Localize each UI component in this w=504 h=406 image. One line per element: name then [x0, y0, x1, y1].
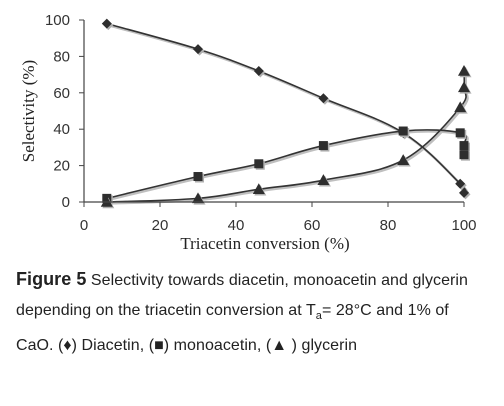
- diacetin-line-shadow: [107, 23, 469, 196]
- axis-ticks: 0 20 40 60 80 100 0 20 40 60 80 100: [45, 12, 477, 234]
- glycerin-data-point: [317, 174, 330, 185]
- x-tick-label: 0: [80, 217, 88, 234]
- glycerin-data-point: [397, 154, 410, 165]
- y-tick-label: 80: [53, 48, 70, 65]
- diacetin-data-point: [253, 65, 264, 76]
- y-tick-label: 20: [53, 158, 70, 175]
- glycerin-data-point: [252, 183, 265, 195]
- diacetin-data-point: [193, 44, 203, 55]
- series-markers: [100, 18, 472, 209]
- y-tick-label: 0: [62, 194, 70, 211]
- diacetin-data-point: [101, 18, 112, 29]
- x-tick-label: 80: [380, 217, 397, 234]
- figure-caption: Figure 5 Selectivity towards diacetin, m…: [16, 264, 490, 361]
- x-tick-label: 20: [152, 217, 169, 234]
- figure-label: Figure 5: [16, 269, 87, 289]
- glycerin-data-point: [458, 64, 470, 76]
- caption-text-part-2: = 28°C and 1% of CaO. (♦) Diacetin, (■) …: [16, 302, 449, 354]
- monoacetin-data-point: [455, 128, 465, 138]
- selectivity-chart: 0 20 40 60 80 100 0 20 40 60 80 100 Triacetin conve…: [19, 12, 477, 253]
- glycerin-data-point: [192, 192, 204, 204]
- x-tick-label: 40: [228, 217, 245, 234]
- caption-text-part-1: Selectivity towards diacetin, monoacetin…: [16, 272, 468, 319]
- monoacetin-data-point: [254, 159, 264, 169]
- diacetin-series-line: [106, 22, 467, 194]
- glycerin-data-point: [454, 101, 467, 113]
- y-tick-label: 100: [45, 12, 70, 29]
- glycerin-line-shadow: [108, 72, 469, 205]
- glycerin-series-line: [106, 70, 467, 203]
- y-tick-label: 60: [53, 85, 70, 102]
- monoacetin-data-point: [459, 141, 469, 151]
- x-axis-title: Triacetin conversion (%): [180, 234, 349, 253]
- glycerin-data-point: [458, 81, 470, 93]
- plot-shadows: [107, 23, 469, 205]
- y-tick-label: 40: [53, 121, 70, 138]
- y-axis-title: Selectivity (%): [19, 60, 38, 162]
- caption-subscript: a: [315, 310, 322, 322]
- monoacetin-data-point: [459, 150, 469, 160]
- monoacetin-data-point: [318, 141, 328, 151]
- diacetin-data-point: [455, 178, 466, 189]
- monoacetin-data-point: [193, 172, 203, 182]
- diacetin-data-point: [318, 93, 329, 104]
- series-lines: [106, 22, 467, 203]
- monoacetin-data-point: [398, 126, 408, 136]
- x-tick-label: 60: [304, 217, 321, 234]
- diacetin-data-point: [459, 187, 469, 198]
- x-tick-label: 100: [451, 217, 476, 234]
